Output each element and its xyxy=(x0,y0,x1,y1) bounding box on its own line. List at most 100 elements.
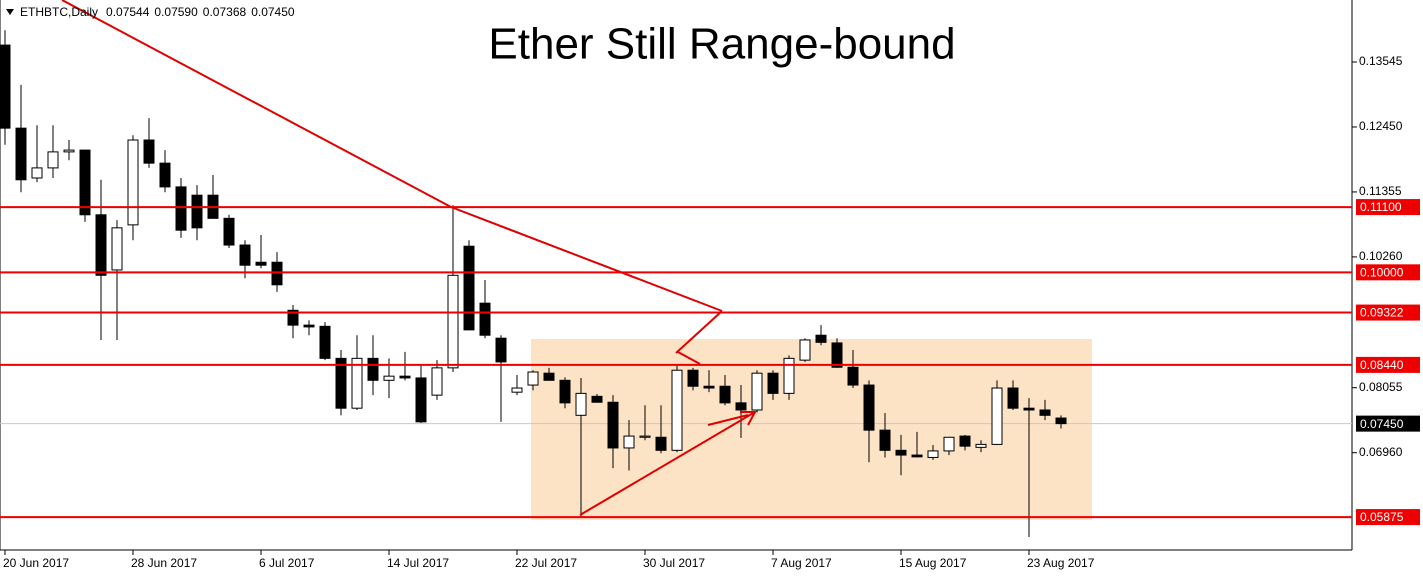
bear-body xyxy=(703,385,715,389)
bear-body xyxy=(1055,417,1067,425)
bull-body xyxy=(511,387,523,393)
bear-body xyxy=(911,454,923,458)
bear-body xyxy=(271,261,283,286)
bear-body xyxy=(959,435,971,447)
candles xyxy=(0,30,1352,537)
x-tick-label: 20 Jun 2017 xyxy=(3,556,69,570)
bear-body xyxy=(95,214,107,276)
bull-body xyxy=(783,357,795,394)
arrow-head xyxy=(675,310,723,354)
level-label-box xyxy=(1356,264,1420,281)
bear-body xyxy=(655,436,667,451)
bull-body xyxy=(975,443,987,448)
bear-body xyxy=(495,337,507,363)
bear-body xyxy=(223,217,235,246)
bear-body xyxy=(719,385,731,404)
bear-body xyxy=(191,194,203,229)
y-tick-label: 0.10260 xyxy=(1359,249,1403,263)
symbol: ETHBTC,Daily xyxy=(20,5,98,19)
x-tick-label: 6 Jul 2017 xyxy=(259,556,315,570)
bear-body xyxy=(463,245,475,331)
bear-body xyxy=(255,261,267,266)
bull-body xyxy=(47,151,59,169)
bear-body xyxy=(367,357,379,381)
y-tick-label: 0.13545 xyxy=(1359,54,1403,68)
bear-body xyxy=(399,375,411,379)
bear-body xyxy=(143,139,155,164)
bull-body xyxy=(623,435,635,449)
level-label: 0.09322 xyxy=(1360,306,1404,320)
y-tick-label: 0.11355 xyxy=(1359,184,1402,198)
bull-body xyxy=(927,450,939,458)
bear-body xyxy=(239,244,251,266)
bull-body xyxy=(351,357,363,409)
bear-body xyxy=(607,401,619,449)
current-price-box xyxy=(1356,415,1420,432)
level-label: 0.10000 xyxy=(1360,266,1404,280)
x-tick-label: 14 Jul 2017 xyxy=(387,556,449,570)
bear-body xyxy=(303,324,315,328)
bear-body xyxy=(287,309,299,326)
chart-title: Ether Still Range-bound xyxy=(488,20,955,69)
bull-body xyxy=(127,139,139,226)
bull-body xyxy=(447,274,459,369)
bear-body xyxy=(895,449,907,456)
current-price-label: 0.07450 xyxy=(1360,417,1404,431)
bear-body xyxy=(767,372,779,394)
bear-body xyxy=(319,325,331,359)
bear-body xyxy=(1023,407,1035,411)
x-tick-label: 23 Aug 2017 xyxy=(1027,556,1095,570)
level-label-box xyxy=(1356,199,1420,216)
level-label: 0.08440 xyxy=(1360,358,1404,372)
bull-body xyxy=(639,435,651,438)
bear-body xyxy=(847,366,859,386)
bull-body xyxy=(31,167,43,179)
x-tick-label: 15 Aug 2017 xyxy=(899,556,967,570)
header-high: 0.07590 xyxy=(154,5,198,19)
arrow xyxy=(579,411,756,516)
bear-body xyxy=(159,162,171,188)
x-tick-label: 7 Aug 2017 xyxy=(771,556,832,570)
y-tick-label: 0.12450 xyxy=(1359,119,1403,133)
bear-body xyxy=(1039,409,1051,416)
bull-body xyxy=(111,227,123,271)
bear-body xyxy=(815,334,827,343)
bull-body xyxy=(943,436,955,452)
header-low: 0.07368 xyxy=(203,5,247,19)
bear-body xyxy=(1007,387,1019,409)
header-open: 0.07544 xyxy=(106,5,150,19)
header-close: 0.07450 xyxy=(251,5,295,19)
bear-body xyxy=(879,429,891,451)
bear-body xyxy=(175,186,187,231)
bear-body xyxy=(559,379,571,404)
bull-body xyxy=(991,387,1003,445)
bull-body xyxy=(751,372,763,411)
level-label: 0.05875 xyxy=(1360,510,1404,524)
bull-body xyxy=(63,149,75,153)
x-tick-label: 28 Jun 2017 xyxy=(131,556,197,570)
header: ETHBTC,Daily 0.07544 0.07590 0.07368 0.07450 xyxy=(20,5,295,19)
bear-body xyxy=(863,384,875,431)
bear-body xyxy=(735,402,747,411)
bear-body xyxy=(687,369,699,387)
bear-body xyxy=(335,357,347,409)
bull-body xyxy=(383,375,395,381)
x-tick-label: 22 Jul 2017 xyxy=(515,556,577,570)
bear-body xyxy=(15,127,27,181)
bull-body xyxy=(431,367,443,396)
bear-body xyxy=(415,377,427,423)
arrow-head xyxy=(740,411,757,426)
level-label-box xyxy=(1356,356,1420,373)
bear-body xyxy=(479,302,491,336)
bull-body xyxy=(799,339,811,361)
bear-body xyxy=(79,149,91,216)
bear-body xyxy=(591,395,603,403)
bear-body xyxy=(831,342,843,368)
bull-body xyxy=(671,369,683,451)
level-label-box xyxy=(1356,509,1420,526)
bear-body xyxy=(0,44,11,129)
bull-body xyxy=(527,371,539,386)
level-label: 0.11100 xyxy=(1360,200,1402,214)
bull-body xyxy=(575,392,587,416)
